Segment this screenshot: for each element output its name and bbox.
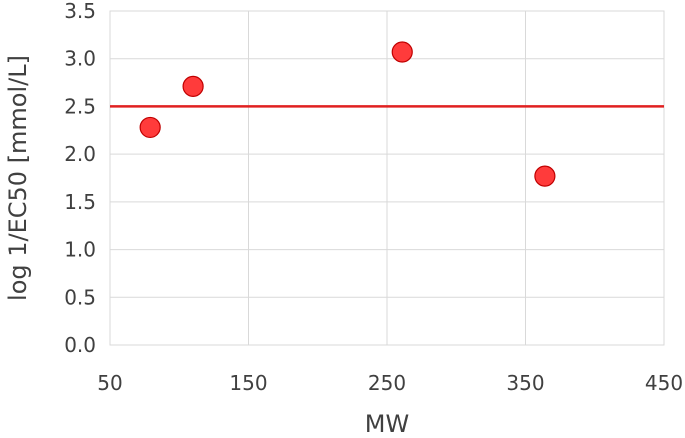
x-tick-label: 150: [229, 371, 267, 395]
plot-area-border: [109, 10, 665, 346]
data-point: [534, 165, 556, 187]
x-tick-label: 450: [645, 371, 683, 395]
y-tick-label: 2.0: [64, 142, 96, 166]
y-tick-label: 2.5: [64, 94, 96, 118]
x-axis-title: MW: [365, 410, 409, 438]
y-tick-label: 0.5: [64, 285, 96, 309]
data-points: [139, 41, 556, 187]
data-point: [391, 41, 413, 63]
y-tick-label: 0.0: [64, 333, 96, 357]
data-point: [182, 75, 204, 97]
x-tick-label: 50: [97, 371, 122, 395]
x-axis-ticks: 50 150 250 350 450: [97, 371, 683, 395]
y-axis-ticks: 0.0 0.5 1.0 1.5 2.0 2.5 3.0 3.5: [64, 0, 96, 357]
y-axis-title: log 1/EC50 [mmol/L]: [4, 55, 32, 301]
y-tick-label: 1.0: [64, 238, 96, 262]
y-tick-label: 1.5: [64, 190, 96, 214]
data-point: [139, 116, 161, 139]
y-tick-label: 3.5: [64, 0, 96, 23]
x-tick-label: 250: [368, 371, 406, 395]
x-tick-label: 350: [506, 371, 544, 395]
grid-lines: [109, 10, 665, 346]
y-tick-label: 3.0: [64, 47, 96, 71]
